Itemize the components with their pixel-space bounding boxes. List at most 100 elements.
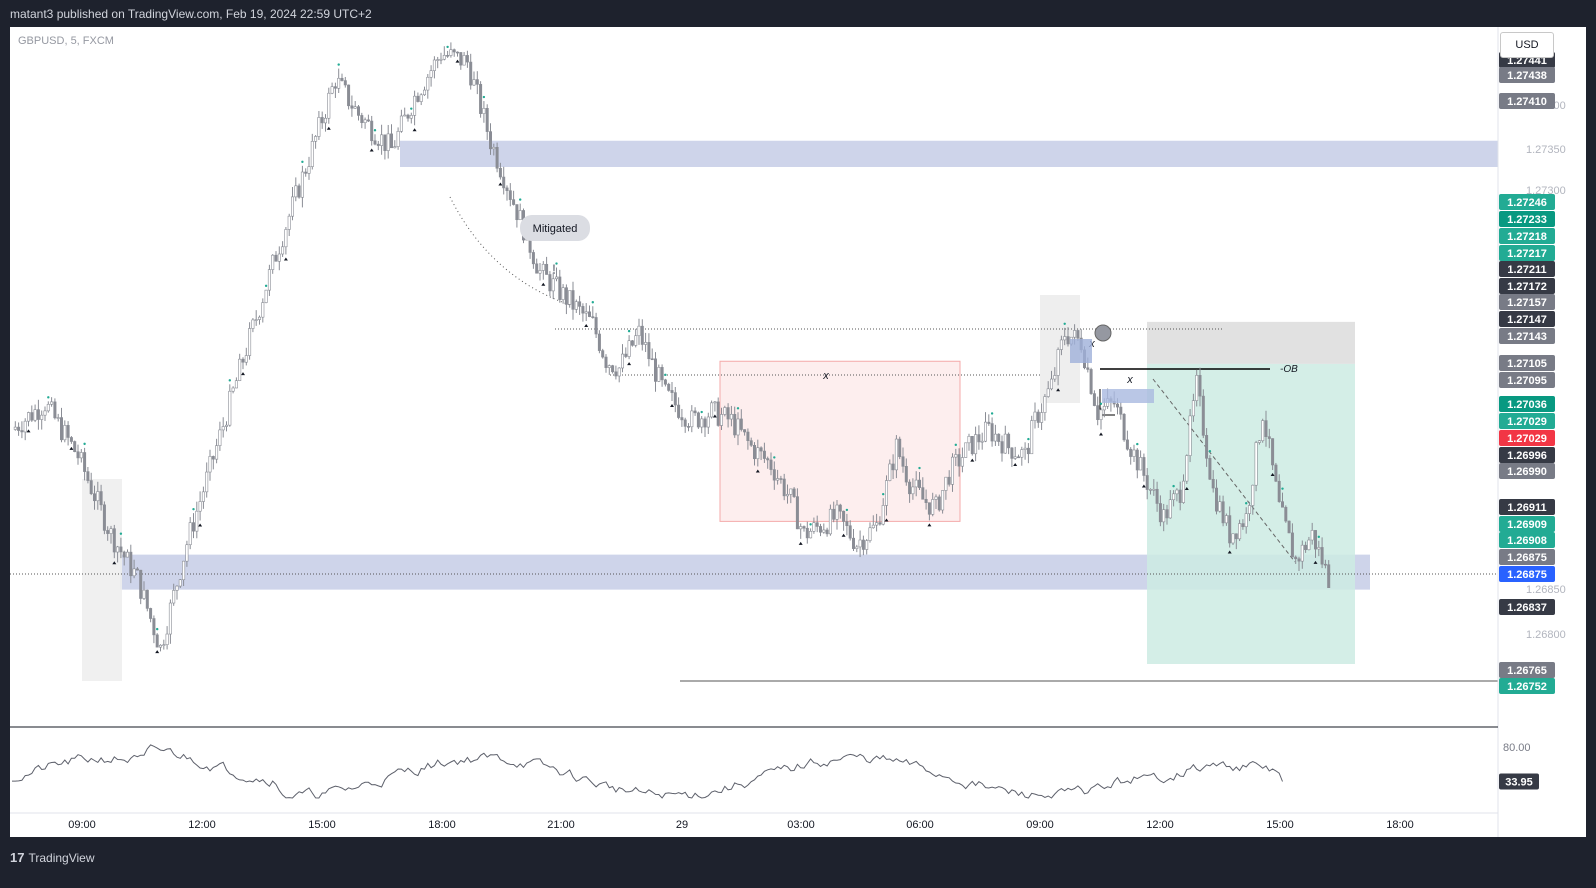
chart-canvas[interactable]: Mitigated!xxx-OB 1.274001.273501.273001.… (10, 27, 1586, 837)
candle-body (1152, 488, 1156, 491)
candle-body (218, 429, 222, 446)
candle-body (828, 508, 832, 535)
candle-body (23, 420, 27, 433)
candle-body (1076, 330, 1080, 339)
price-label-box (1499, 278, 1555, 294)
swing-high-marker (192, 507, 195, 511)
candle-body (729, 413, 733, 420)
candle-body (1129, 448, 1133, 457)
swing-high-marker (301, 160, 304, 164)
price-label-text: 1.27217 (1507, 248, 1547, 260)
candle-body (129, 551, 133, 577)
candle-body (396, 131, 400, 147)
price-label-box (1499, 67, 1555, 83)
candle-body (716, 401, 720, 426)
swing-high-marker (882, 492, 885, 496)
candle-body (901, 456, 905, 467)
candle-body (258, 316, 262, 320)
candle-body (1195, 375, 1199, 401)
candle-body (1063, 336, 1067, 341)
candle-body (314, 136, 318, 142)
candle-body (356, 106, 360, 116)
candle-body (680, 417, 684, 421)
candle-body (518, 210, 522, 221)
candle-body (347, 84, 351, 107)
candle-body (564, 287, 568, 305)
candle-body (690, 410, 694, 428)
candle-body (1013, 456, 1017, 459)
candle-body (772, 469, 776, 481)
candle-body (1125, 439, 1129, 450)
candle-body (1228, 515, 1232, 544)
candle-body (317, 117, 321, 137)
candle-body (624, 353, 628, 357)
zones-layer (82, 140, 1498, 681)
swing-low-marker (198, 523, 203, 527)
candle-body (1158, 503, 1162, 523)
candle-body (432, 59, 436, 71)
candle-body (1320, 547, 1324, 565)
candle-body (812, 522, 816, 532)
candle-body (79, 452, 83, 459)
candle-body (208, 456, 212, 473)
price-label-text: 1.27157 (1507, 297, 1547, 309)
candle-body (413, 95, 417, 116)
mitigated-text: Mitigated (533, 223, 578, 235)
bottom-bar: 17 TradingView (0, 837, 1596, 888)
candle-body (1020, 449, 1024, 458)
candle-body (990, 423, 994, 442)
swing-low-marker (241, 372, 245, 376)
candle-body (884, 480, 888, 506)
currency-button[interactable]: USD (1500, 32, 1554, 58)
candle-body (736, 418, 740, 436)
fvg-box (1070, 339, 1092, 363)
candle-body (1003, 433, 1007, 454)
candle-body (746, 431, 750, 441)
swing-low-marker (798, 541, 803, 545)
time-tick-label: 12:00 (188, 819, 216, 831)
candle-body (244, 355, 248, 363)
candle-body (281, 246, 285, 255)
tradingview-logo[interactable]: 17 TradingView (10, 850, 95, 865)
candle-body (578, 301, 582, 307)
candle-body (488, 131, 492, 150)
swing-high-marker (1063, 322, 1066, 326)
swing-high-marker (664, 373, 667, 377)
candle-body (611, 365, 615, 373)
candle-body (693, 410, 697, 414)
chart-area[interactable]: Mitigated!xxx-OB 1.274001.273501.273001.… (10, 27, 1586, 837)
candle-body (53, 401, 57, 419)
candle-body (584, 311, 588, 314)
candle-body (343, 80, 347, 86)
price-label-text: 1.27172 (1507, 281, 1547, 293)
swing-low-marker (541, 282, 546, 286)
candle-body (30, 412, 34, 421)
price-label-text: 1.27410 (1507, 96, 1547, 108)
candle-body (205, 471, 209, 493)
candle-body (934, 496, 938, 500)
candle-body (17, 426, 21, 431)
candle-body (76, 451, 80, 459)
candle-body (172, 590, 176, 604)
candle-body (805, 527, 809, 539)
swing-high-marker (809, 523, 812, 526)
candle-body (957, 454, 961, 467)
candle-body (568, 290, 572, 305)
price-label-text: 1.26911 (1507, 502, 1546, 514)
swing-high-marker (700, 410, 703, 414)
candle-body (904, 466, 908, 483)
candle-body (399, 115, 403, 132)
candle-body (792, 488, 796, 497)
swing-low-marker (670, 404, 674, 408)
swing-high-marker (337, 63, 340, 66)
candle-body (1198, 375, 1202, 397)
price-label-text: 1.27029 (1507, 433, 1547, 445)
swing-low-marker (1013, 462, 1018, 466)
candle-body (66, 425, 70, 438)
candle-body (785, 494, 789, 497)
price-axis: 1.274001.273501.273001.268501.268001.274… (1497, 27, 1586, 837)
time-tick-label: 06:00 (906, 819, 934, 831)
candle-body (591, 316, 595, 318)
candle-body (1281, 501, 1285, 508)
time-axis: 09:00 12:00 15:00 18:00 21:00 29 03:00 06:00 09:… (10, 812, 1498, 831)
